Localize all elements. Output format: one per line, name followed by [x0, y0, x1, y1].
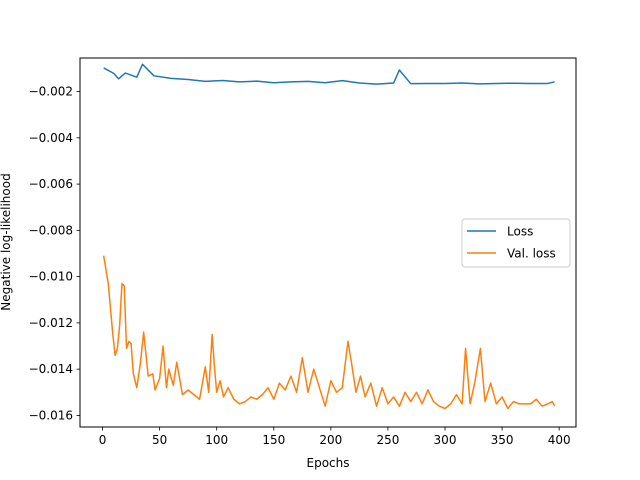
series-layer [102, 63, 556, 410]
x-tick-label: 300 [434, 433, 457, 447]
x-tick-label: 0 [99, 433, 107, 447]
x-ticks: 0 50 100 150 200 250 300 350 400 [99, 427, 571, 447]
y-tick-label: −0.012 [29, 316, 73, 330]
legend-label-val-loss: Val. loss [507, 247, 556, 261]
x-tick-label: 200 [319, 433, 342, 447]
plot-frame [79, 57, 577, 428]
y-tick-label: −0.002 [29, 85, 73, 99]
y-tick-label: −0.010 [29, 270, 73, 284]
y-tick-label: −0.016 [29, 408, 73, 422]
x-tick-label: 350 [491, 433, 514, 447]
series-line-loss [103, 63, 555, 85]
y-axis-label: Negative log-likelihood [0, 173, 13, 310]
legend: Loss Val. loss [461, 218, 571, 268]
series-line-val-loss [102, 255, 556, 410]
x-tick-label: 250 [376, 433, 399, 447]
x-axis-label: Epochs [307, 456, 350, 470]
x-tick-label: 100 [205, 433, 228, 447]
y-tick-label: −0.014 [29, 362, 73, 376]
x-tick-label: 400 [548, 433, 571, 447]
y-tick-label: −0.006 [29, 177, 73, 191]
x-tick-label: 50 [152, 433, 167, 447]
y-tick-label: −0.004 [29, 131, 73, 145]
legend-label-loss: Loss [507, 225, 533, 239]
y-tick-label: −0.008 [29, 223, 73, 237]
y-ticks: −0.016 −0.014 −0.012 −0.010 −0.008 −0.006 −0.0… [29, 85, 80, 422]
x-tick-label: 150 [262, 433, 285, 447]
